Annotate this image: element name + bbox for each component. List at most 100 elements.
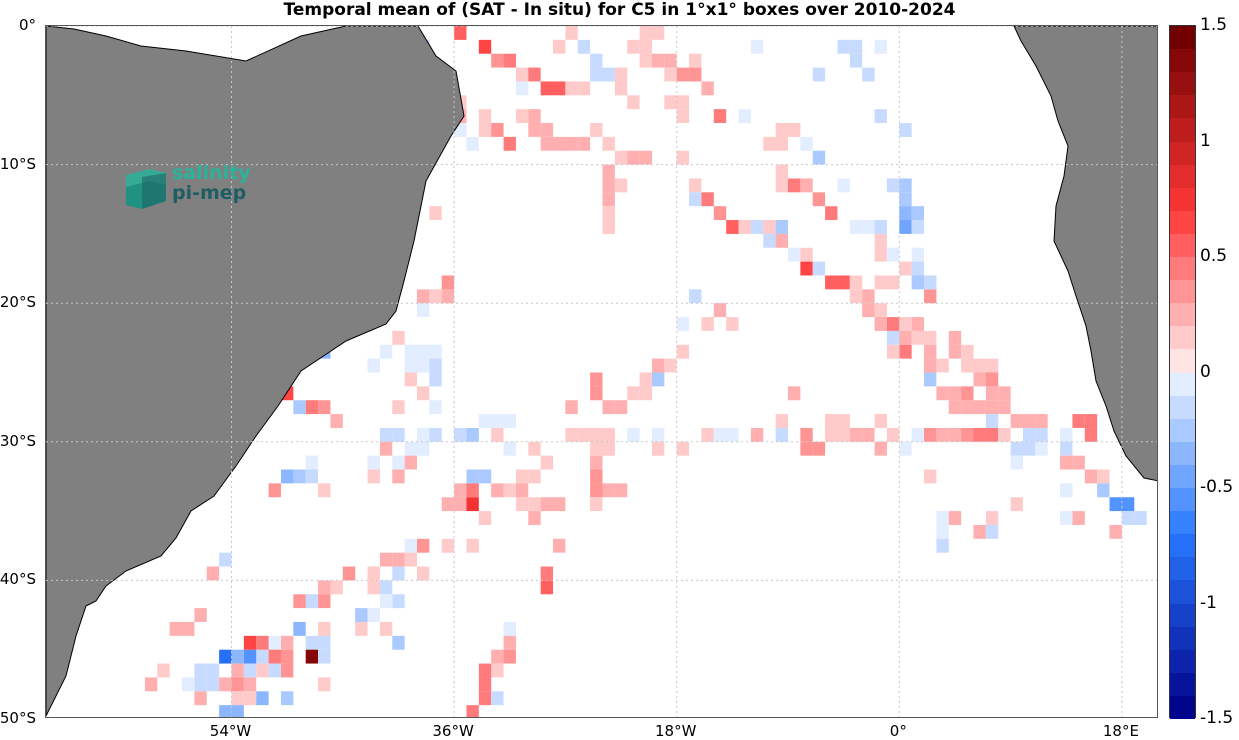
colorbar-bin — [1170, 580, 1195, 604]
heatmap-cell — [775, 136, 788, 151]
heatmap-cell — [1060, 427, 1073, 442]
heatmap-cell — [899, 441, 912, 456]
heatmap-cell — [1109, 524, 1122, 539]
heatmap-cell — [280, 663, 294, 678]
heatmap-cell — [243, 691, 257, 706]
heatmap-cell — [503, 414, 516, 428]
heatmap-cell — [367, 455, 380, 470]
heatmap-cell — [243, 635, 257, 650]
heatmap-cell — [417, 386, 430, 401]
heatmap-cell — [318, 400, 331, 415]
heatmap-cell — [243, 649, 257, 664]
heatmap-cell — [528, 497, 541, 512]
logo-line-pi-mep: pi-mep — [172, 182, 247, 204]
heatmap-cell — [874, 303, 887, 318]
heatmap-cell — [602, 67, 615, 82]
heatmap-cell — [899, 344, 912, 359]
heatmap-cell — [466, 136, 479, 151]
heatmap-cell — [417, 289, 430, 304]
colorbar-bin — [1170, 303, 1195, 327]
heatmap-cell — [886, 344, 900, 359]
heatmap-cell — [862, 303, 875, 318]
heatmap-cell — [379, 427, 393, 442]
heatmap-cell — [812, 67, 826, 82]
heatmap-cell — [788, 123, 801, 137]
heatmap-cell — [1060, 455, 1073, 470]
heatmap-cell — [1121, 511, 1135, 525]
heatmap-cell — [849, 220, 863, 234]
heatmap-cell — [305, 649, 319, 664]
colorbar-bin — [1170, 233, 1195, 258]
heatmap-cell — [553, 39, 566, 54]
heatmap-cell — [219, 552, 232, 567]
heatmap-cell — [379, 344, 393, 359]
heatmap-cell — [503, 649, 516, 664]
heatmap-cell — [243, 663, 257, 678]
heatmap-cell — [886, 427, 900, 442]
heatmap-cell — [169, 621, 183, 636]
heatmap-cell — [1035, 441, 1048, 456]
heatmap-cell — [627, 150, 640, 165]
colorbar-tick-label: 1 — [1200, 130, 1211, 151]
heatmap-cell — [689, 192, 702, 207]
heatmap-cell — [924, 275, 937, 290]
heatmap-cell — [367, 358, 380, 373]
heatmap-cell — [268, 649, 281, 664]
longitude-tick-label: 0° — [889, 722, 907, 740]
heatmap-cell — [602, 483, 615, 498]
heatmap-cell — [899, 330, 912, 345]
heatmap-cell — [491, 483, 504, 498]
heatmap-cell — [515, 81, 529, 96]
heatmap-cell — [788, 386, 801, 401]
heatmap-cell — [837, 414, 850, 428]
heatmap-cell — [973, 400, 986, 415]
heatmap-cell — [1097, 483, 1110, 498]
heatmap-cell — [985, 511, 999, 525]
heatmap-cell — [268, 663, 281, 678]
heatmap-cell — [924, 358, 937, 373]
heatmap-cell — [515, 469, 529, 484]
map-frame — [45, 25, 1158, 718]
heatmap-cell — [664, 67, 677, 82]
heatmap-cell — [639, 53, 652, 68]
heatmap-cell — [392, 552, 405, 567]
logo-line-salinity: salinity — [172, 162, 251, 184]
latitude-tick-label: 20°S — [0, 293, 36, 312]
latitude-tick-label: 50°S — [0, 709, 36, 727]
colorbar-tick-label: -0.5 — [1200, 477, 1234, 497]
heatmap-cell — [614, 150, 628, 165]
pi-mep-logo-text: salinity pi-mep — [172, 163, 251, 203]
heatmap-cell — [602, 220, 615, 234]
heatmap-cell — [1084, 414, 1098, 428]
heatmap-cell — [689, 289, 702, 304]
heatmap-cell — [775, 233, 788, 248]
heatmap-cell — [911, 261, 925, 276]
heatmap-cell — [1060, 483, 1073, 498]
heatmap-cell — [379, 441, 393, 456]
heatmap-cell — [713, 206, 727, 221]
heatmap-cell — [417, 358, 430, 373]
heatmap-cell — [540, 81, 554, 96]
heatmap-cell — [194, 691, 207, 706]
heatmap-cell — [478, 677, 492, 692]
heatmap-cell — [812, 261, 826, 276]
heatmap-cell — [379, 580, 393, 595]
heatmap-cell — [256, 635, 269, 650]
heatmap-cell — [689, 67, 702, 82]
heatmap-cell — [565, 136, 578, 151]
heatmap-cell — [639, 150, 652, 165]
heatmap-cell — [775, 123, 788, 137]
heatmap-cell — [590, 427, 603, 442]
heatmap-cell — [701, 81, 714, 96]
colorbar-bin — [1170, 72, 1195, 96]
heatmap-cell — [899, 220, 912, 234]
colorbar-bin — [1170, 534, 1195, 558]
heatmap-cell — [800, 427, 813, 442]
heatmap-cell — [206, 663, 220, 678]
heatmap-cell — [936, 386, 949, 401]
heatmap-cell — [750, 39, 764, 54]
heatmap-cell — [738, 109, 751, 124]
heatmap-cell — [886, 317, 900, 331]
colorbar-bin — [1170, 603, 1195, 628]
heatmap-cell — [1010, 497, 1023, 512]
